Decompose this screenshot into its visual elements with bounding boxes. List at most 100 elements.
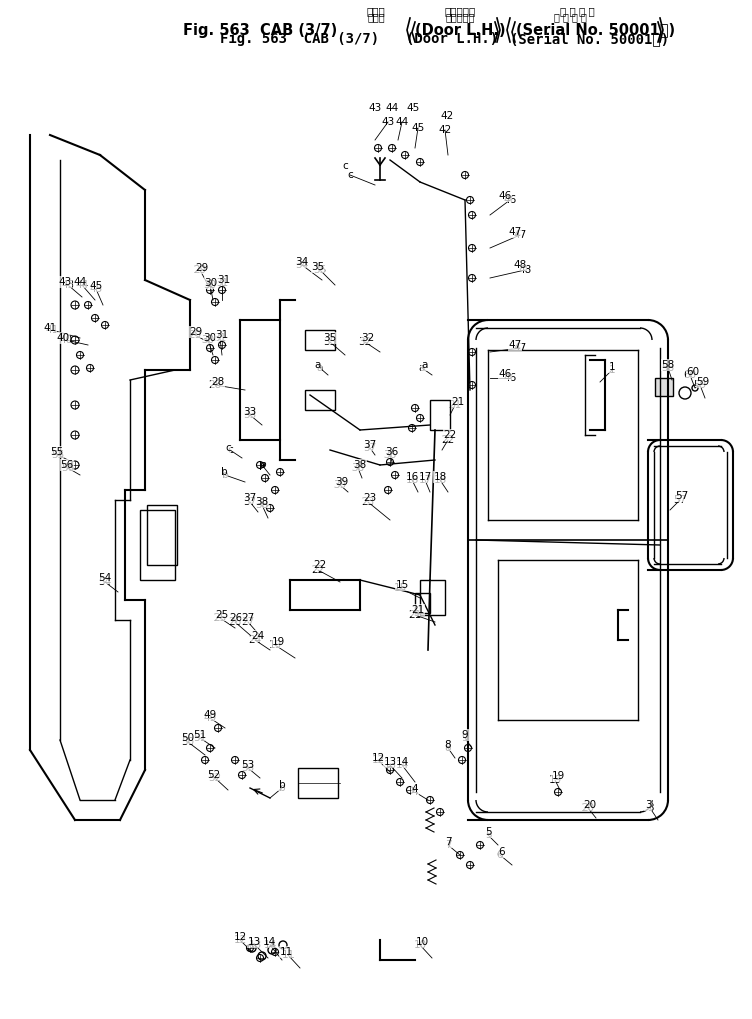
Text: キャブ: キャブ [367,12,385,22]
Text: 24: 24 [251,631,265,641]
Text: 16: 16 [405,475,419,485]
Text: 15: 15 [396,580,408,590]
Text: 19: 19 [548,775,562,785]
Text: 6: 6 [499,847,505,857]
Text: 9: 9 [462,733,468,743]
Text: 30: 30 [204,333,217,343]
Text: 35: 35 [323,333,337,343]
Text: (Door L.H.): (Door L.H.) [406,32,498,46]
Text: 22: 22 [441,435,455,445]
Text: 31: 31 [217,275,231,285]
Text: 適 用 号 機: 適 用 号 機 [553,12,587,22]
Text: 6: 6 [496,850,503,860]
Text: Fig. 563  CAB (3/7): Fig. 563 CAB (3/7) [183,22,337,38]
Text: 10: 10 [415,937,429,947]
Text: 32: 32 [362,333,374,343]
Text: 1: 1 [608,362,615,372]
Text: a: a [419,363,425,373]
Text: c: c [342,161,348,171]
Text: 42: 42 [441,111,453,121]
Text: 3: 3 [644,800,651,810]
Text: 13: 13 [248,940,262,950]
Text: 39: 39 [335,477,349,487]
Text: 29: 29 [193,265,207,275]
Text: 60: 60 [684,370,696,380]
Text: 30: 30 [205,278,217,288]
Bar [420,580,445,615]
Text: (Serial No. 50001～): (Serial No. 50001～) [516,22,675,38]
Text: 36: 36 [385,447,399,457]
Text: 3: 3 [647,803,653,813]
Text: 35: 35 [311,262,325,272]
Text: 44: 44 [385,103,399,113]
Text: 49: 49 [203,713,217,723]
Text: 17: 17 [418,475,432,485]
Text: 53: 53 [241,760,255,770]
Text: 19: 19 [271,637,284,647]
Text: 46: 46 [503,195,517,205]
Text: 12: 12 [371,753,384,763]
Text: 7: 7 [444,840,451,850]
Text: 26: 26 [229,613,243,623]
Text: 58: 58 [661,360,675,370]
Text: 46: 46 [499,369,511,379]
Text: 58: 58 [661,363,675,373]
Text: 40: 40 [56,333,70,343]
Text: b: b [279,780,285,790]
Text: 8: 8 [444,743,451,753]
Text: 45: 45 [406,103,420,113]
Text: 30: 30 [204,280,217,290]
Text: 15: 15 [393,583,407,593]
Text: 18: 18 [433,475,447,485]
Bar [298,768,338,798]
Text: 57: 57 [673,495,687,505]
Text: 44: 44 [75,280,89,290]
Text: 12: 12 [233,935,247,945]
Text: 55: 55 [51,450,65,460]
Bar [655,378,673,396]
Text: 48: 48 [514,260,526,270]
Text: 25: 25 [214,613,226,623]
Bar [305,330,335,350]
Text: 29: 29 [196,263,208,273]
Text: 22: 22 [311,565,325,575]
Text: 41: 41 [45,325,59,335]
Text: 39: 39 [333,480,347,490]
Text: 46: 46 [503,373,517,383]
Text: 11: 11 [281,950,295,960]
Text: 29: 29 [190,327,202,337]
Text: 42: 42 [438,125,452,135]
Text: p: p [259,460,265,470]
Text: 14: 14 [396,757,408,767]
Text: 34: 34 [296,257,308,267]
Text: 9: 9 [462,730,468,740]
Text: 43: 43 [381,117,395,127]
Text: 36: 36 [384,450,396,460]
Text: 21: 21 [408,610,422,620]
Text: 17: 17 [418,472,432,482]
Text: 31: 31 [215,278,229,288]
Text: ドアー　左: ドアー 左 [445,12,475,22]
Text: 45: 45 [89,281,102,291]
Text: 26: 26 [229,616,241,627]
Text: 32: 32 [359,337,371,347]
Text: a: a [315,360,321,370]
Text: a: a [317,363,323,373]
Text: 33: 33 [244,410,256,420]
Text: 20: 20 [584,800,596,810]
Text: ドアー　左: ドアー 左 [444,6,475,16]
Text: 34: 34 [296,260,308,270]
Text: 55: 55 [50,447,64,457]
Text: b: b [222,470,229,480]
Text: 49: 49 [203,710,217,720]
Text: 27: 27 [241,613,255,623]
Text: c: c [227,445,233,455]
Text: 24: 24 [248,635,262,645]
Text: 60: 60 [687,367,699,377]
Text: c: c [225,443,231,453]
Bar [140,510,175,580]
Text: 50: 50 [181,733,195,743]
Text: 37: 37 [363,443,377,453]
Text: 14: 14 [396,760,408,770]
Text: 14: 14 [263,940,277,950]
